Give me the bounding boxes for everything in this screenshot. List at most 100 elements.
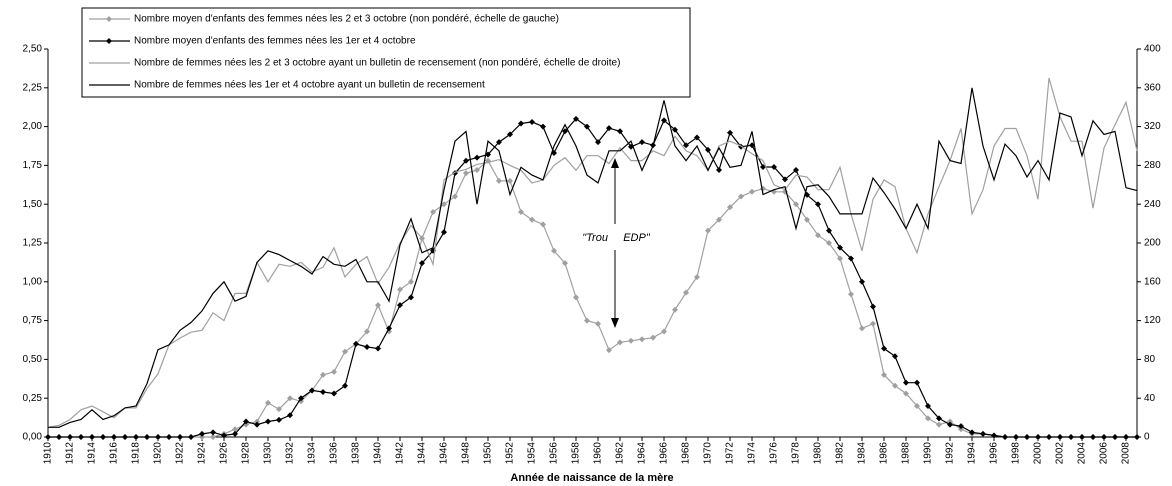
data-point [397,302,403,309]
data-point [430,208,436,215]
y-tick-label: 2,00 [23,121,43,132]
data-point [1057,434,1063,440]
data-point [595,320,601,327]
legend-marker [106,38,112,44]
data-point [254,421,260,428]
data-point [705,146,711,153]
data-point [914,379,920,386]
data-point [243,418,249,425]
data-point [859,278,865,285]
data-point [463,170,469,177]
data-point [375,345,381,352]
data-point [727,129,733,136]
data-point [903,390,909,397]
x-tick-label: 1978 [791,442,802,465]
data-point [441,201,447,208]
data-point [639,336,645,343]
data-point [1090,434,1096,440]
series [45,157,1140,440]
data-point [1079,434,1085,440]
data-point [573,294,579,301]
data-point [221,432,227,439]
data-point [870,320,876,327]
x-tick-label: 1932 [285,442,296,465]
data-point [595,139,601,146]
data-point [100,434,106,440]
data-point [650,334,656,341]
data-point [45,434,51,440]
data-point [452,193,458,200]
data-point [925,402,931,409]
data-point [793,201,799,208]
data-point [210,434,216,440]
data-point [1134,434,1140,440]
data-point [716,167,722,174]
data-point [892,382,898,389]
data-point [639,139,645,146]
data-point [760,185,766,192]
data-point [727,204,733,211]
series [47,77,1138,428]
x-tick-label: 1982 [835,442,846,465]
x-tick-label: 1940 [373,442,384,465]
data-point [848,255,854,262]
legend-marker [106,16,112,22]
legend-label: Nombre de femmes nées les 1er et 4 octob… [134,80,485,91]
y-tick-label: 1,50 [23,199,43,210]
data-point [320,388,326,395]
data-point [540,123,546,130]
series-line [48,117,1137,438]
series-line [48,159,1137,438]
series-line [48,87,1138,428]
y2-tick-label: 80 [1144,354,1156,365]
x-tick-label: 1924 [197,442,208,465]
y-tick-label: 1,75 [23,160,43,171]
data-point [1024,434,1030,440]
x-tick-label: 1912 [65,442,76,465]
data-point [496,177,502,184]
x-tick-label: 2004 [1077,442,1088,465]
x-tick-label: 1952 [505,442,516,465]
data-point [331,368,337,375]
data-point [562,128,568,135]
data-point [529,118,535,125]
data-point [56,434,62,440]
data-point [122,434,128,440]
data-point [1002,434,1008,440]
data-point [408,278,414,285]
data-point [749,142,755,149]
data-point [771,163,777,170]
data-point [683,289,689,296]
data-point [584,123,590,130]
x-tick-label: 2006 [1099,442,1110,465]
data-point [804,216,810,223]
y-tick-label: 0,25 [23,393,43,404]
data-point [408,294,414,301]
y2-tick-label: 0 [1144,432,1150,443]
data-point [837,244,843,251]
data-point [958,426,964,433]
data-point [419,260,425,267]
x-tick-label: 1944 [417,442,428,465]
data-point [386,325,392,332]
data-point [89,434,95,440]
data-point [342,348,348,355]
data-point [573,115,579,122]
y-tick-label: 0,50 [23,354,43,365]
x-tick-label: 1972 [725,442,736,465]
data-point [1123,434,1129,440]
series [48,87,1138,428]
data-point [397,286,403,293]
data-point [881,345,887,352]
data-point [177,434,183,440]
y2-tick-label: 160 [1144,276,1161,287]
data-point [298,395,304,402]
data-point [199,430,205,437]
y-tick-label: 2,25 [23,82,43,93]
data-point [1013,434,1019,440]
data-point [320,371,326,378]
y-tick-label: 1,25 [23,238,43,249]
data-point [188,434,194,440]
x-tick-label: 1948 [461,442,472,465]
